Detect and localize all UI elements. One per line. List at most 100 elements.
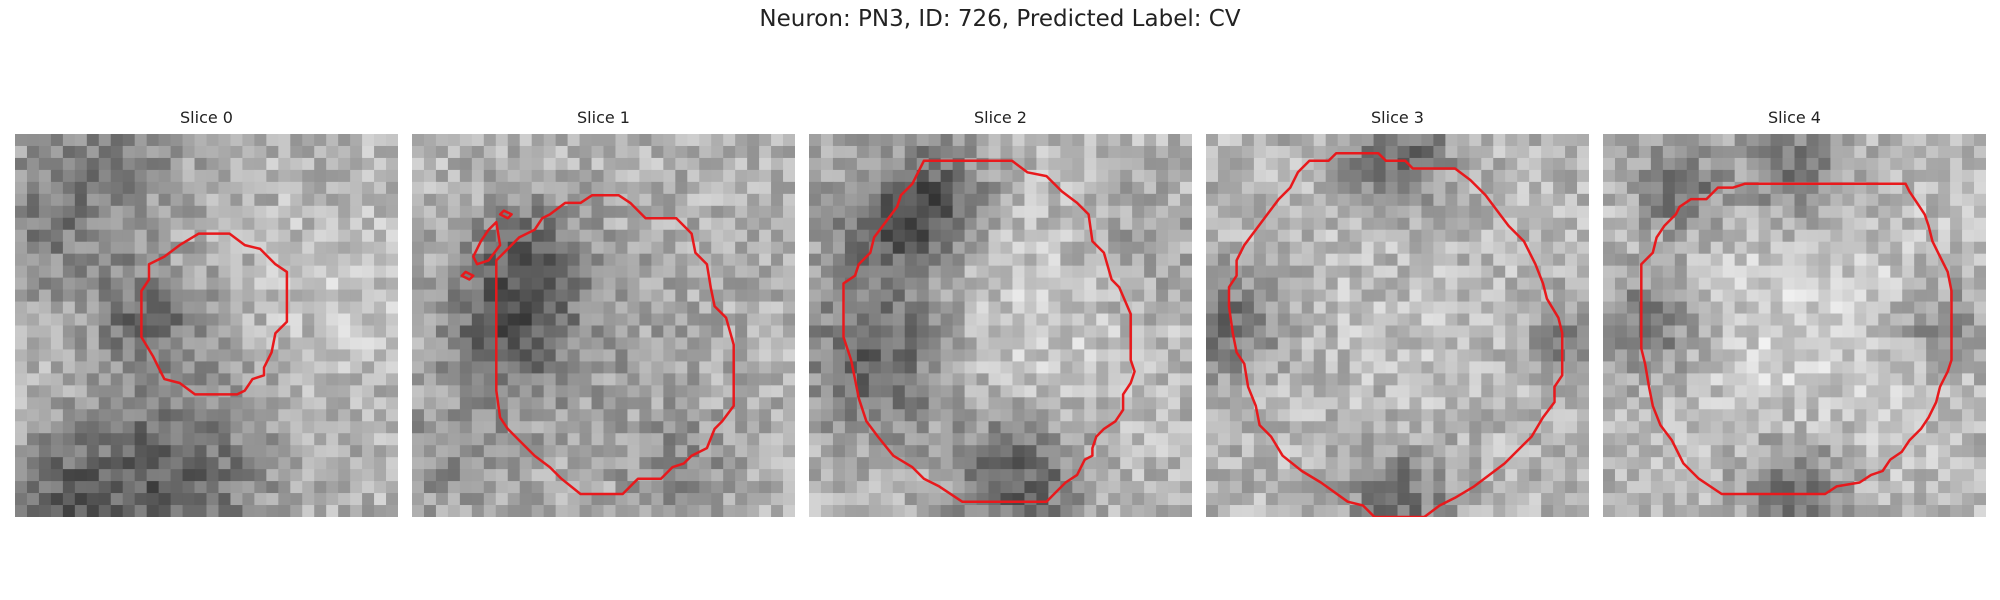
pixel (62, 397, 76, 410)
pixel (1517, 193, 1530, 207)
pixel (374, 301, 387, 315)
pixel (158, 217, 172, 231)
pixel (1313, 409, 1327, 422)
pixel (218, 145, 232, 159)
pixel (74, 505, 88, 517)
pixel (1662, 397, 1676, 410)
pixel (1433, 289, 1446, 303)
pixel (374, 313, 387, 327)
pixel (1698, 289, 1712, 303)
pixel (651, 181, 664, 195)
pixel (362, 301, 375, 315)
pixel (26, 301, 40, 315)
pixel (218, 409, 232, 422)
pixel (1746, 169, 1760, 183)
pixel (423, 337, 437, 351)
pixel (230, 337, 244, 351)
pixel (110, 193, 124, 207)
pixel (868, 397, 882, 410)
pixel (1385, 349, 1399, 363)
pixel (916, 457, 930, 470)
pixel (1938, 397, 1951, 410)
pixel (591, 181, 605, 195)
pixel (952, 134, 966, 147)
pixel (1289, 313, 1303, 327)
pixel (1313, 181, 1327, 195)
pixel (1000, 373, 1014, 386)
pixel (1710, 193, 1724, 207)
pixel (603, 373, 617, 386)
pixel (38, 301, 52, 315)
pixel (1469, 205, 1482, 219)
pixel (1048, 193, 1061, 207)
pixel (1626, 169, 1640, 183)
pixel (350, 457, 363, 470)
pixel (1337, 169, 1351, 183)
pixel (928, 409, 942, 422)
pixel (1710, 205, 1724, 219)
pixel (314, 445, 327, 458)
pixel (158, 421, 172, 434)
pixel (423, 241, 437, 255)
pixel (1132, 205, 1145, 219)
pixel (1048, 277, 1061, 291)
pixel (1180, 301, 1192, 315)
pixel (1962, 433, 1975, 446)
pixel (1854, 217, 1867, 231)
pixel (1493, 337, 1506, 351)
pixel (591, 421, 605, 434)
pixel (170, 385, 184, 398)
pixel (374, 421, 387, 434)
slice-3-image (1206, 134, 1589, 517)
pixel (964, 361, 978, 374)
pixel (1457, 349, 1470, 363)
pixel (62, 373, 76, 386)
pixel (266, 409, 279, 422)
pixel (412, 301, 425, 315)
pixel (603, 217, 617, 231)
pixel (338, 145, 351, 159)
pixel (1938, 325, 1951, 339)
pixel (254, 493, 267, 506)
pixel (302, 493, 315, 506)
pixel (459, 493, 473, 506)
pixel (1674, 217, 1688, 231)
pixel (916, 193, 930, 207)
pixel (699, 481, 712, 494)
pixel (1108, 325, 1121, 339)
pixel (218, 301, 232, 315)
pixel (1144, 265, 1157, 279)
pixel (1433, 397, 1446, 410)
pixel (519, 217, 533, 231)
pixel (412, 217, 425, 231)
pixel (675, 265, 688, 279)
pixel (687, 217, 700, 231)
pixel (868, 481, 882, 494)
pixel (1361, 325, 1375, 339)
pixel (1144, 361, 1157, 374)
pixel (1132, 277, 1145, 291)
pixel (1650, 373, 1664, 386)
pixel (531, 229, 545, 243)
pixel (122, 493, 136, 506)
pixel (615, 433, 629, 446)
pixel (290, 313, 303, 327)
pixel (1818, 289, 1832, 303)
pixel (952, 241, 966, 255)
pixel (1674, 337, 1688, 351)
pixel (699, 493, 712, 506)
pixel (1698, 301, 1712, 315)
pixel (242, 505, 255, 517)
pixel (50, 361, 64, 374)
pixel (374, 481, 387, 494)
pixel (1782, 421, 1796, 434)
pixel (940, 241, 954, 255)
pixel (1060, 385, 1073, 398)
pixel (230, 265, 244, 279)
pixel (1626, 313, 1640, 327)
pixel (1662, 134, 1676, 147)
pixel (892, 505, 906, 517)
pixel (1902, 134, 1915, 147)
pixel (194, 481, 208, 494)
pixel (1012, 277, 1026, 291)
